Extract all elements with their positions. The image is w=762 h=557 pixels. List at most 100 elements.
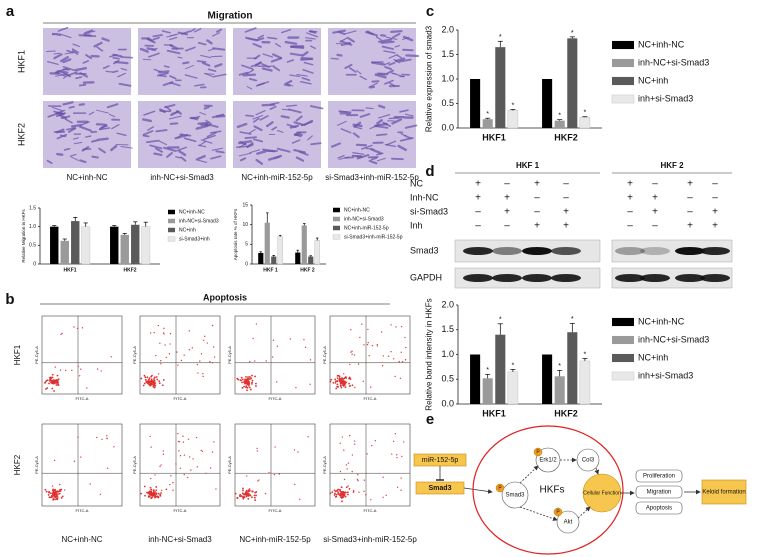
cell <box>62 101 74 106</box>
event <box>197 372 199 374</box>
axis-label: PE-Cy5-A <box>227 346 232 364</box>
event <box>161 384 164 387</box>
cell <box>390 72 397 75</box>
event <box>49 496 52 499</box>
cell <box>69 153 77 157</box>
event <box>53 459 56 462</box>
legend-label: NC+inh-NC <box>638 316 685 326</box>
cell <box>256 150 267 155</box>
cell <box>46 159 53 165</box>
cell <box>152 34 163 38</box>
cell <box>166 33 177 38</box>
event <box>254 375 256 378</box>
event <box>179 454 182 457</box>
cell <box>194 27 202 33</box>
event <box>63 489 66 491</box>
event <box>245 491 248 494</box>
event <box>113 446 115 448</box>
event <box>56 497 59 499</box>
cell <box>295 115 303 122</box>
cell <box>384 65 393 71</box>
cell <box>196 60 207 63</box>
event <box>151 382 154 384</box>
column-label: NC+inh-miR-152-5p <box>239 535 311 544</box>
event <box>390 324 392 326</box>
cell <box>55 71 66 77</box>
bar <box>120 234 129 264</box>
event <box>351 353 353 356</box>
event <box>336 383 339 386</box>
event <box>195 436 198 439</box>
event <box>342 379 345 382</box>
event <box>400 489 402 491</box>
event <box>152 490 155 492</box>
cell <box>288 108 302 114</box>
cell <box>215 28 223 33</box>
event <box>153 386 156 389</box>
event <box>270 472 272 474</box>
cell <box>389 82 396 87</box>
cell <box>394 57 406 63</box>
cell <box>375 133 388 137</box>
event <box>148 490 151 493</box>
event <box>374 440 377 442</box>
cell <box>85 54 93 60</box>
event <box>255 491 258 493</box>
significance: * <box>571 314 574 323</box>
cell <box>309 105 324 110</box>
cell <box>82 60 90 64</box>
y-tick-label: 2.0 <box>441 299 454 309</box>
event <box>52 497 55 500</box>
event <box>247 493 250 496</box>
event <box>169 343 171 345</box>
cell <box>306 32 319 38</box>
event <box>240 495 243 497</box>
cell <box>72 137 79 140</box>
event <box>309 383 311 386</box>
link <box>519 506 558 521</box>
cell <box>245 69 255 75</box>
cell <box>166 49 181 55</box>
sign: – <box>627 221 633 232</box>
event <box>351 470 353 473</box>
y-tick-label: 0.0 <box>441 398 454 408</box>
event <box>276 345 279 347</box>
sign: – <box>534 193 540 204</box>
event <box>254 496 256 499</box>
panel-label: d <box>425 163 434 180</box>
event <box>249 388 252 391</box>
event <box>142 384 145 387</box>
y-tick-label: 0.5 <box>441 374 454 384</box>
cell <box>388 54 398 59</box>
cell <box>366 30 374 36</box>
band <box>463 274 493 282</box>
band-label: Smad3 <box>410 245 439 255</box>
cell <box>310 45 316 50</box>
column-label: NC+inh-NC <box>61 535 102 544</box>
event <box>149 384 152 387</box>
cell <box>169 75 177 80</box>
cell <box>299 80 312 85</box>
event <box>380 331 383 333</box>
cell <box>152 36 160 41</box>
blot <box>611 239 733 263</box>
row-label: HKF2 <box>16 123 26 146</box>
event <box>73 460 76 462</box>
node-label: Cellular Function <box>583 490 621 496</box>
cell <box>394 45 400 48</box>
event <box>367 341 369 344</box>
cell <box>182 61 190 65</box>
row-label: si-Smad3 <box>410 206 448 216</box>
event <box>47 493 50 496</box>
cell <box>379 34 387 37</box>
cell <box>145 139 160 144</box>
event <box>209 467 212 469</box>
cell <box>285 104 298 107</box>
event <box>352 491 355 493</box>
sign: – <box>475 221 481 232</box>
cell <box>106 103 119 109</box>
event <box>99 493 102 496</box>
event <box>333 494 336 496</box>
node-box <box>701 479 747 505</box>
event <box>341 491 344 493</box>
